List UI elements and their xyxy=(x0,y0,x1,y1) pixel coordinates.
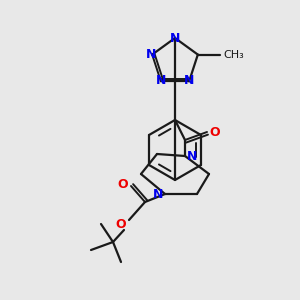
Text: N: N xyxy=(153,188,163,200)
Text: CH₃: CH₃ xyxy=(224,50,244,60)
Text: O: O xyxy=(118,178,128,190)
Text: N: N xyxy=(187,149,197,163)
Text: N: N xyxy=(184,74,194,87)
Text: O: O xyxy=(116,218,126,230)
Text: N: N xyxy=(146,48,156,61)
Text: N: N xyxy=(170,32,180,46)
Text: O: O xyxy=(210,125,220,139)
Text: N: N xyxy=(156,74,166,87)
